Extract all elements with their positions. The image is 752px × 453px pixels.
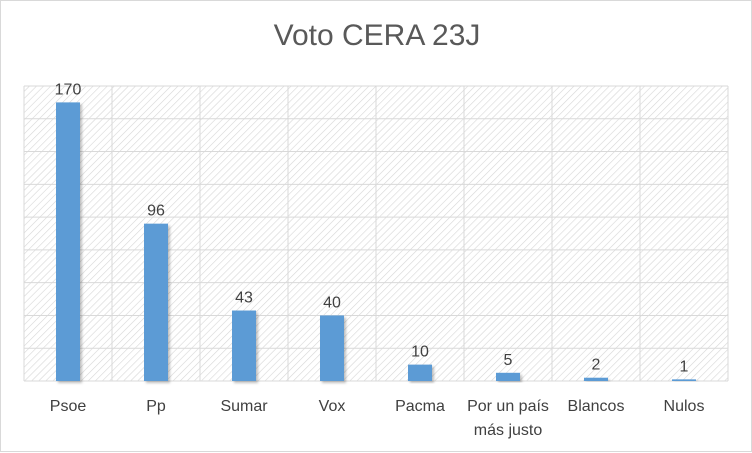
category-labels: Psoe Pp Sumar Vox Pacma Por un país más justo B… — [50, 398, 705, 439]
bar-pp — [144, 223, 168, 381]
data-label: 96 — [147, 203, 165, 220]
bars — [56, 102, 696, 381]
category-label: Psoe — [50, 398, 87, 415]
bar-por-un-pa-s-m-s-justo — [496, 372, 520, 381]
category-label: Vox — [319, 398, 346, 415]
bar-psoe — [56, 102, 80, 381]
data-label: 43 — [235, 290, 253, 307]
category-label: Por un país más justo — [467, 398, 549, 439]
chart-title: Voto CERA 23J — [273, 19, 481, 52]
category-label: Nulos — [664, 398, 705, 415]
data-label: 5 — [504, 352, 513, 369]
data-label: 2 — [592, 357, 601, 374]
category-label: Blancos — [568, 398, 625, 415]
data-labels: 170 96 43 40 10 5 2 1 — [55, 81, 689, 375]
data-label: 40 — [323, 294, 341, 311]
category-label: Pacma — [395, 398, 445, 415]
data-label: 1 — [680, 358, 689, 375]
bar-sumar — [232, 310, 256, 381]
category-label: Pp — [146, 398, 166, 415]
data-label: 10 — [411, 344, 429, 361]
category-label: Sumar — [220, 398, 268, 415]
gridlines — [23, 85, 729, 382]
data-label: 170 — [55, 81, 82, 98]
bar-nulos — [672, 379, 696, 381]
bar-vox — [320, 315, 344, 381]
bar-blancos — [584, 377, 608, 381]
bar-pacma — [408, 364, 432, 381]
